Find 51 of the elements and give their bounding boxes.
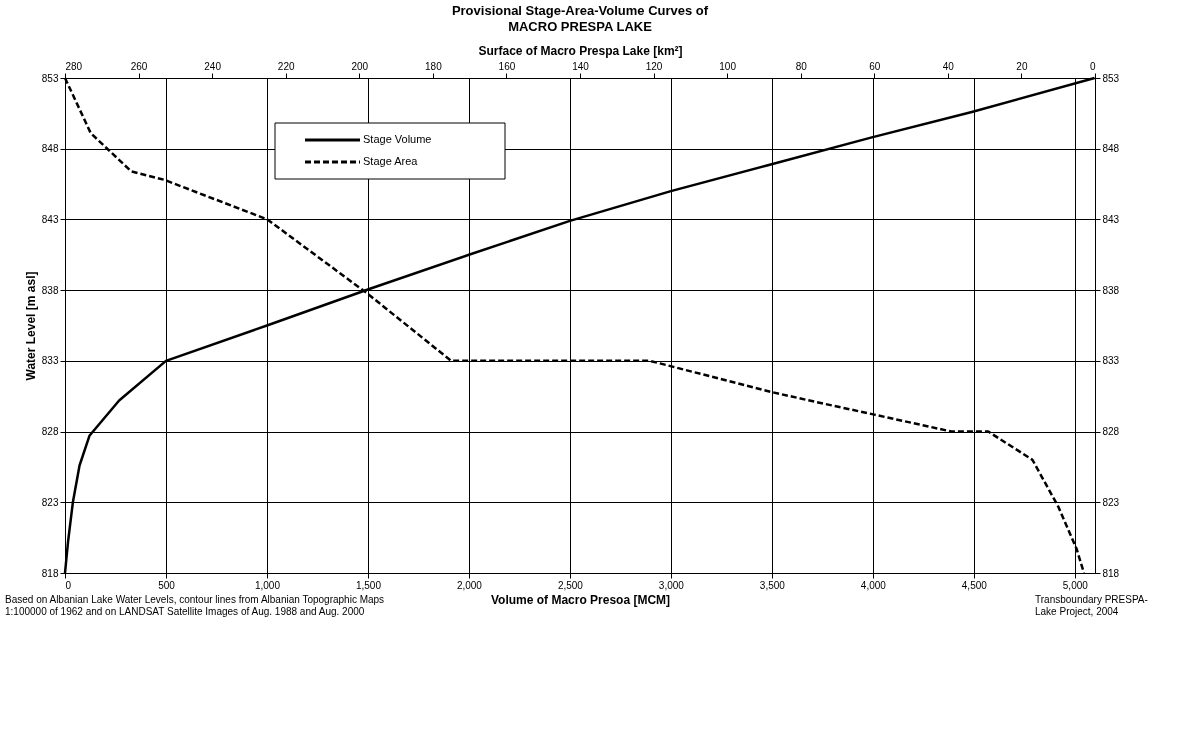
x-tick-label: 500 — [158, 579, 176, 591]
x2-axis-title: Surface of Macro Prespa Lake [km²] — [478, 43, 683, 58]
x-tick-label: 3,500 — [759, 579, 786, 591]
x2-tick-label: 80 — [795, 60, 808, 72]
y2-tick-label: 848 — [1102, 143, 1120, 155]
y2-tick-label: 843 — [1102, 213, 1120, 225]
x-tick-label: 1,000 — [254, 579, 281, 591]
y2-tick-label: 818 — [1102, 567, 1120, 579]
x2-tick-label: 60 — [869, 60, 881, 72]
y-tick-label: 853 — [41, 72, 59, 84]
x2-tick-label: 0 — [1089, 60, 1096, 72]
y-tick-label: 828 — [41, 426, 59, 438]
x-tick-label: 2,000 — [456, 579, 483, 591]
x-axis-title: Volume of Macro Presoa [MCM] — [490, 592, 671, 607]
legend-label: Stage Volume — [363, 133, 432, 145]
text: Based on Albanian Lake Water Levels, contour lines from Albanian Topographic Maps 1:100000 of 1962 and on LANDSAT Satellite Images of Aug. 1988 and Aug. 2000 — [5, 594, 385, 617]
x2-tick-label: 200 — [351, 60, 369, 72]
x2-tick-label: 100 — [719, 60, 737, 72]
x-tick-label: 1,500 — [355, 579, 382, 591]
x2-tick-label: 220 — [277, 60, 295, 72]
x2-tick-label: 120 — [645, 60, 663, 72]
x-tick-label: 2,500 — [557, 579, 584, 591]
y2-tick-label: 833 — [1102, 355, 1120, 367]
y-tick-label: 843 — [41, 213, 59, 225]
y2-tick-label: 828 — [1102, 426, 1120, 438]
x-tick-label: 4,500 — [961, 579, 988, 591]
x-tick-label: 3,000 — [658, 579, 685, 591]
x-tick-label: 4,000 — [860, 579, 887, 591]
x2-tick-label: 140 — [572, 60, 590, 72]
x2-tick-label: 180 — [425, 60, 443, 72]
y-tick-label: 833 — [41, 355, 59, 367]
x2-tick-label: 240 — [204, 60, 222, 72]
y2-tick-label: 838 — [1102, 284, 1120, 296]
chart-subtitle: MACRO PRESPA LAKE — [508, 19, 653, 34]
y-tick-label: 818 — [41, 567, 59, 579]
x2-tick-label: 20 — [1016, 60, 1028, 72]
y2-tick-label: 823 — [1102, 496, 1120, 508]
chart-title: Provisional Stage-Area-Volume Curves of — [451, 3, 709, 18]
x2-tick-label: 40 — [942, 60, 955, 72]
x-tick-label: 0 — [65, 579, 72, 591]
y-tick-label: 838 — [41, 284, 59, 296]
x2-tick-label: 260 — [130, 60, 148, 72]
y2-tick-label: 853 — [1102, 72, 1120, 84]
x2-tick-label: 160 — [498, 60, 516, 72]
y-tick-label: 848 — [41, 143, 59, 155]
y-tick-label: 823 — [41, 496, 59, 508]
legend-label: Stage Area — [363, 155, 419, 167]
text: Transboundary PRESPA- Lake Project, 2004 — [1035, 594, 1148, 617]
x-tick-label: 5,000 — [1062, 579, 1089, 591]
x2-tick-label: 280 — [65, 60, 83, 72]
y-axis-title: Water Level [m asl] — [23, 271, 38, 381]
